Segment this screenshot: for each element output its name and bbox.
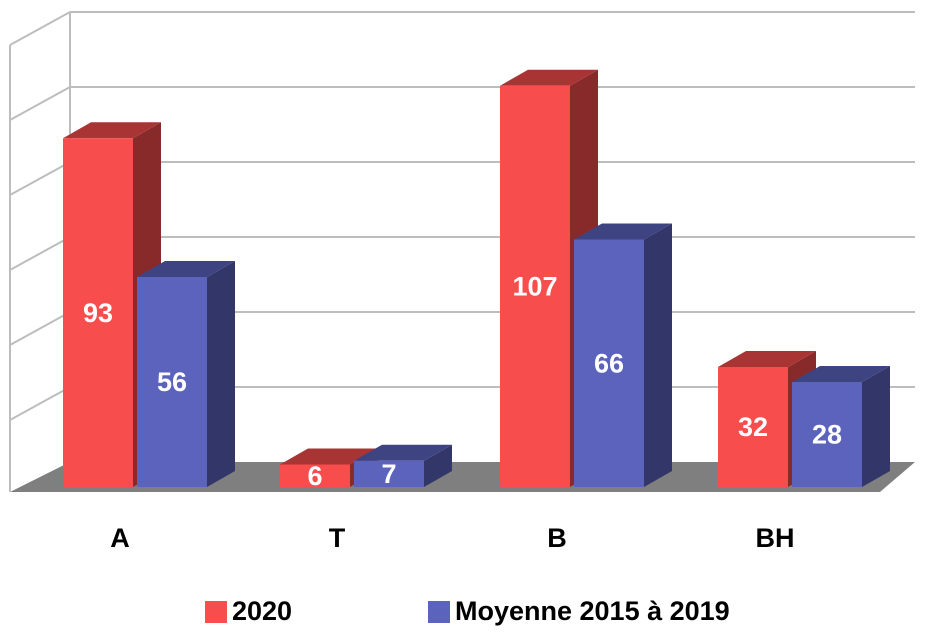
value-label: 28: [812, 420, 842, 450]
value-label: 32: [738, 412, 768, 442]
x-tick-label: B: [547, 523, 567, 553]
floor: [10, 462, 915, 492]
grid-line: [9, 161, 71, 196]
bar: [500, 85, 570, 487]
bar-top: [500, 69, 598, 86]
value-label: 93: [83, 298, 113, 328]
bar: [718, 367, 788, 487]
value-label: 7: [381, 459, 396, 489]
bar-top: [718, 351, 816, 367]
bar: [792, 382, 862, 487]
bar: [354, 460, 424, 487]
grid-line: [9, 86, 71, 121]
bar: [574, 239, 644, 487]
bar: [280, 464, 350, 487]
bar-top: [137, 261, 235, 277]
legend-swatch: [205, 601, 227, 623]
grid-line: [9, 236, 71, 271]
bar: [63, 138, 133, 487]
grid-line: [9, 311, 71, 346]
bar-top: [792, 366, 890, 382]
bar-side: [644, 223, 672, 487]
legend-swatch: [428, 601, 450, 623]
value-label: 66: [594, 348, 624, 378]
bar-top: [354, 444, 452, 461]
bar-side: [862, 366, 890, 487]
bar: [137, 277, 207, 487]
grid-line: [9, 11, 71, 46]
value-label: 56: [157, 367, 187, 397]
x-tick-label: T: [329, 523, 346, 553]
bar-top: [574, 223, 672, 240]
legend-label: Moyenne 2015 à 2019: [455, 596, 730, 626]
value-label: 6: [307, 461, 322, 491]
bar-top: [63, 122, 161, 139]
legend-label: 2020: [232, 596, 292, 626]
grid-line: [9, 386, 71, 421]
bar-top: [280, 448, 378, 465]
x-tick-label: A: [110, 523, 130, 553]
bar-side: [424, 444, 452, 487]
x-tick-label: BH: [756, 523, 795, 553]
bar-side: [207, 261, 235, 487]
value-label: 107: [512, 272, 557, 302]
